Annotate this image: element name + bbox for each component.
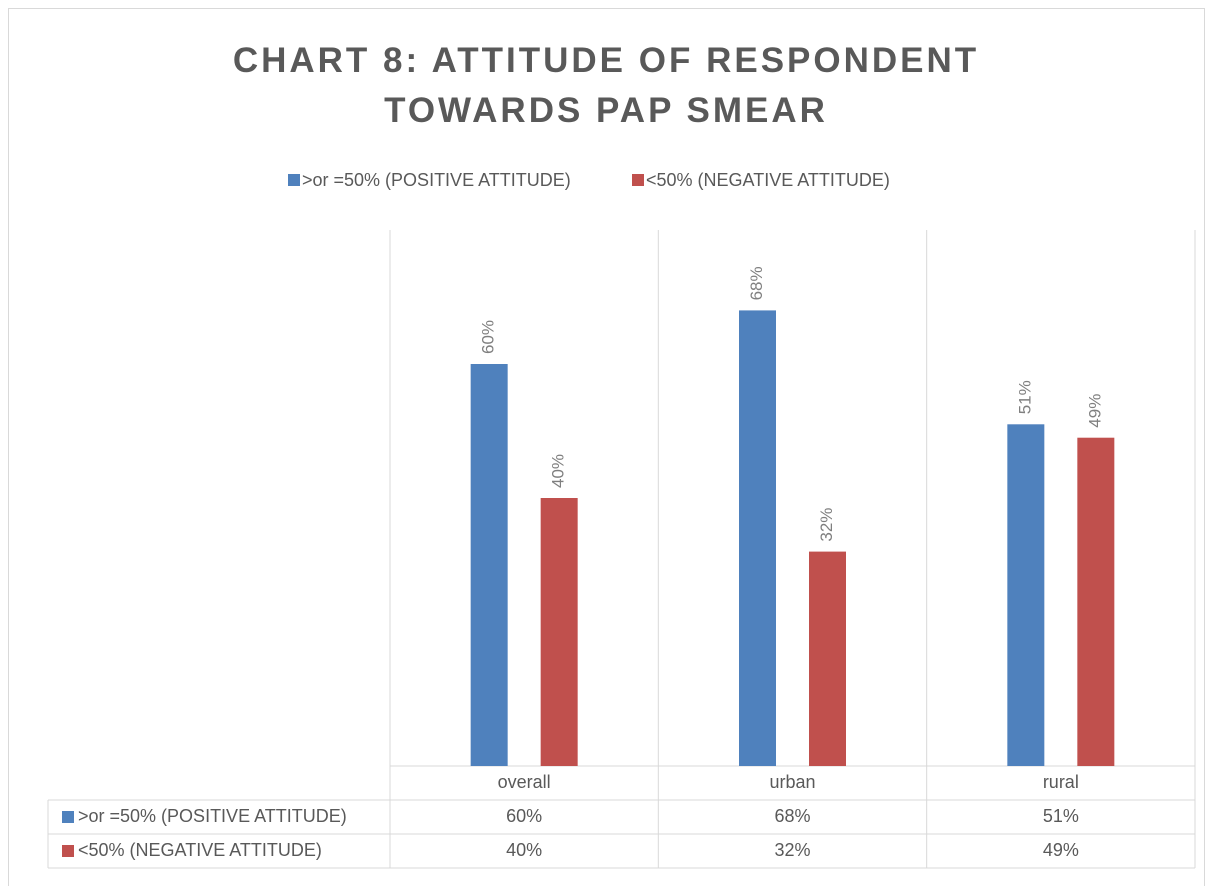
table-cell: 32% <box>774 840 810 860</box>
x-tick-label: rural <box>1043 772 1079 792</box>
table-row-label: <50% (NEGATIVE ATTITUDE) <box>78 840 322 860</box>
bar <box>739 310 776 766</box>
legend-swatch <box>288 174 300 186</box>
table-cell: 68% <box>774 806 810 826</box>
table-cell: 49% <box>1043 840 1079 860</box>
bar <box>809 551 846 766</box>
x-tick-label: overall <box>498 772 551 792</box>
table-cell: 51% <box>1043 806 1079 826</box>
table-cell: 40% <box>506 840 542 860</box>
chart-border <box>8 8 1205 886</box>
data-label: 49% <box>1085 394 1104 428</box>
bar <box>540 498 578 766</box>
legend-swatch <box>632 174 644 186</box>
bar <box>470 364 508 766</box>
legend-label: >or =50% (POSITIVE ATTITUDE) <box>302 170 571 190</box>
bar <box>1007 424 1045 766</box>
data-label: 51% <box>1015 380 1034 414</box>
data-label: 60% <box>479 320 498 354</box>
legend-label: <50% (NEGATIVE ATTITUDE) <box>646 170 890 190</box>
table-row-label: >or =50% (POSITIVE ATTITUDE) <box>78 806 347 826</box>
table-cell: 60% <box>506 806 542 826</box>
chart-title: CHART 8: ATTITUDE OF RESPONDENT TOWARDS … <box>232 41 980 130</box>
data-label: 40% <box>549 454 568 488</box>
table-swatch <box>62 845 74 857</box>
bar <box>1077 437 1115 766</box>
table-swatch <box>62 811 74 823</box>
data-label: 68% <box>747 266 766 300</box>
x-tick-label: urban <box>769 772 815 792</box>
data-label: 32% <box>817 508 836 542</box>
